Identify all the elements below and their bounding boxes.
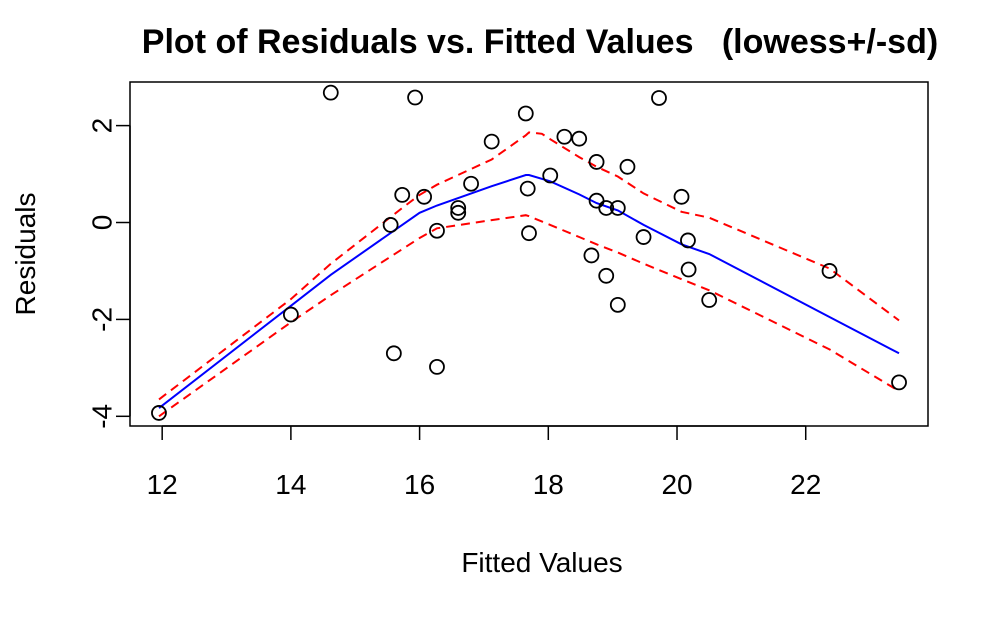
- data-point: [429, 358, 445, 375]
- data-point: [609, 296, 626, 313]
- data-point: [635, 229, 652, 245]
- data-point: [322, 84, 339, 101]
- chart-title: Plot of Residuals vs. Fitted Values (low…: [142, 23, 938, 61]
- data-point: [571, 130, 588, 147]
- data-point: [598, 267, 615, 284]
- data-point: [483, 133, 500, 150]
- sd-band-line: [158, 131, 900, 401]
- data-point: [407, 89, 423, 106]
- data-point: [151, 405, 167, 421]
- x-axis-label: Fitted Values: [461, 547, 622, 578]
- y-axis: -4 -2 0 2: [86, 118, 131, 429]
- data-point: [556, 128, 573, 145]
- y-tick-label: 0: [86, 215, 117, 231]
- data-point: [542, 167, 559, 184]
- data-point: [673, 188, 690, 205]
- data-point: [450, 204, 467, 221]
- sd-band-line: [158, 214, 900, 418]
- data-point: [701, 292, 718, 308]
- data-point: [521, 225, 537, 242]
- data-point: [619, 158, 636, 175]
- x-tick-label: 22: [790, 469, 821, 500]
- data-point: [416, 188, 433, 205]
- data-point: [821, 263, 838, 279]
- data-point: [680, 232, 696, 249]
- data-point: [517, 105, 534, 122]
- data-point: [609, 200, 626, 216]
- data-point: [519, 180, 536, 197]
- data-point: [588, 154, 605, 170]
- y-tick-label: -4: [86, 404, 117, 429]
- lowess-lines: [158, 131, 900, 418]
- data-point: [282, 306, 299, 323]
- y-axis-label: Residuals: [10, 193, 41, 316]
- data-point: [891, 374, 907, 391]
- x-tick-label: 12: [147, 469, 178, 500]
- x-tick-label: 18: [533, 469, 564, 500]
- y-tick-label: -2: [86, 307, 117, 332]
- x-tick-label: 16: [404, 469, 435, 500]
- data-point: [385, 345, 402, 362]
- x-tick-label: 14: [275, 469, 306, 500]
- lowess-line: [158, 174, 900, 409]
- data-point: [394, 186, 411, 203]
- data-point: [598, 200, 615, 216]
- data-point: [429, 222, 445, 239]
- data-point: [680, 261, 697, 278]
- x-axis: 12 14 16 18 20 22: [147, 425, 821, 500]
- data-point: [583, 247, 600, 264]
- data-point: [463, 175, 479, 192]
- data-point: [450, 200, 467, 216]
- x-tick-label: 20: [661, 469, 692, 500]
- data-point: [382, 217, 399, 233]
- data-point: [651, 90, 667, 106]
- y-tick-label: 2: [86, 118, 117, 134]
- data-points: [151, 84, 907, 421]
